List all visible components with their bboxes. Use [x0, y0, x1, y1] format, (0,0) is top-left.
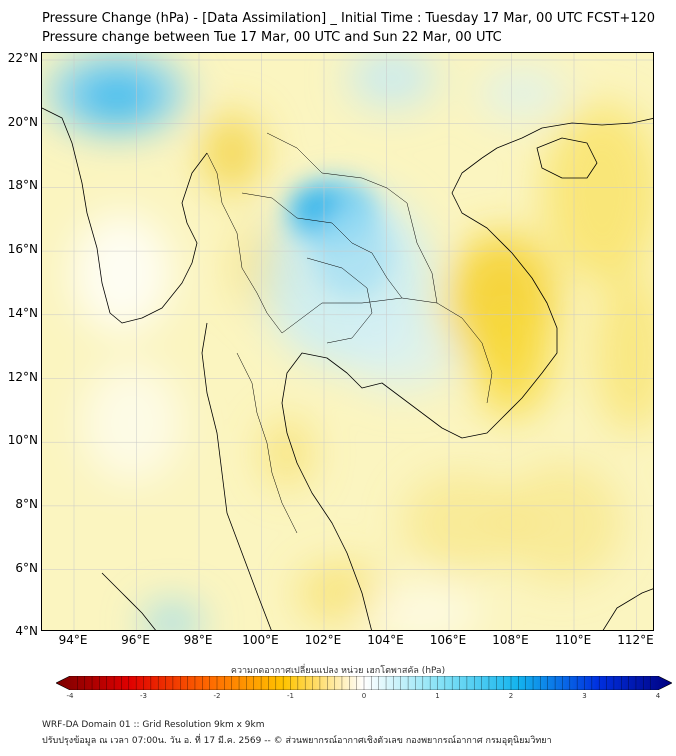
colorbar-tick-label: -3 [140, 692, 147, 700]
colorbar [56, 676, 672, 690]
pressure-rise-core [287, 178, 392, 298]
lon-label: 96°E [121, 633, 150, 647]
lon-label: 98°E [183, 633, 213, 647]
colorbar-tick-label: -4 [66, 692, 74, 700]
colorbar-title: ความกดอากาศเปลี่ยนแปลง หน่วย เฮกโตพาสคัล… [230, 666, 446, 676]
lat-label: 22°N [7, 51, 38, 65]
country-borders [206, 132, 493, 534]
colorbar-tick-label: 0 [361, 692, 367, 700]
lat-label: 16°N [7, 242, 38, 257]
lat-label: 18°N [7, 178, 38, 193]
lon-label: 110°E [554, 633, 592, 647]
colorbar-tick-label: -2 [213, 692, 221, 700]
lat-label: 12°N [7, 369, 38, 384]
lat-label: 20°N [7, 114, 38, 129]
footer-credit: ปรับปรุงข้อมูล ณ เวลา 07:00น. วัน อ. ที่… [42, 736, 552, 746]
footer-model-info: WRF-DA Domain 01 :: Grid Resolution 9km … [42, 720, 265, 730]
coastlines [42, 107, 653, 630]
lon-label: 94°E [58, 633, 88, 647]
lon-label: 112°E [617, 633, 654, 647]
lon-label: 102°E [304, 633, 342, 647]
lon-label: 108°E [492, 633, 529, 647]
lat-label: 4°N [15, 624, 38, 639]
pressure-change-map [42, 53, 653, 630]
colorbar-tick-label: 1 [435, 692, 440, 700]
map-frame [41, 52, 654, 631]
lon-label: 100°E [242, 633, 279, 647]
colorbar-tick-label: 3 [582, 692, 587, 700]
lat-label: 10°N [7, 433, 38, 448]
colorbar-tick-label: 2 [508, 692, 514, 700]
lat-label: 8°N [15, 496, 38, 511]
lon-label: 106°E [429, 633, 467, 647]
lat-label: 6°N [15, 560, 38, 575]
map-subtitle: Pressure change between Tue 17 Mar, 00 U… [42, 30, 502, 45]
colorbar-tick-label: 4 [655, 692, 661, 700]
map-title: Pressure Change (hPa) - [Data Assimilati… [42, 11, 656, 26]
colorbar-tick-lines [77, 676, 651, 690]
colorbar-tick-label: -1 [287, 692, 294, 700]
lon-label: 104°E [367, 633, 404, 647]
lat-label: 14°N [7, 305, 38, 320]
